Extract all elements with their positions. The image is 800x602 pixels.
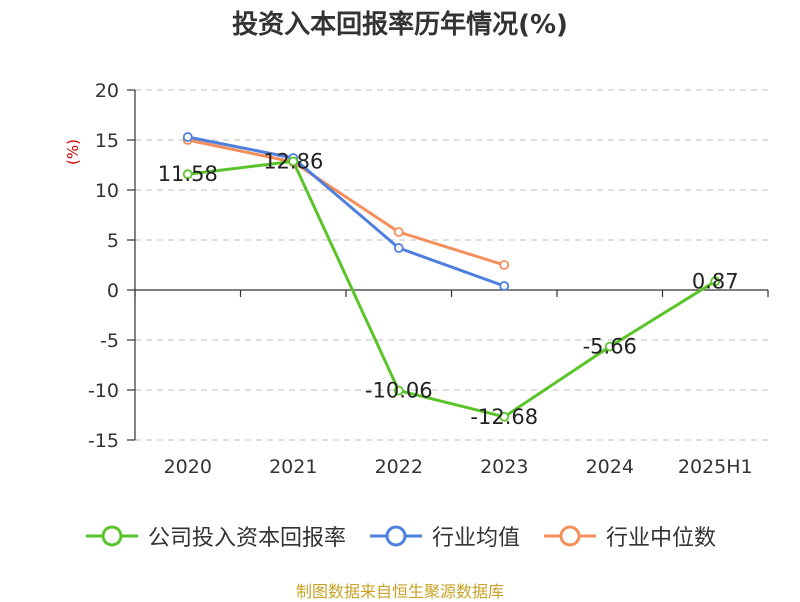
data-point <box>499 411 510 422</box>
x-tick-label: 2025H1 <box>678 456 753 478</box>
data-point <box>710 276 721 287</box>
data-label: -12.68 <box>470 405 538 429</box>
legend-marker-industry-mean <box>385 525 407 547</box>
data-point <box>604 341 615 352</box>
data-point <box>182 132 193 142</box>
source-note: 制图数据来自恒生聚源数据库 <box>295 582 504 601</box>
series-line <box>187 135 505 288</box>
y-tick-label: -15 <box>88 430 119 452</box>
data-label: 12.86 <box>263 149 323 173</box>
y-axis-label: (%) <box>64 139 82 165</box>
legend-swatch-industry-median <box>544 525 596 547</box>
series-line <box>187 138 505 267</box>
y-tick-label: 20 <box>95 80 119 102</box>
x-tick-label: 2024 <box>586 456 634 478</box>
legend-marker-industry-median <box>559 525 581 547</box>
legend-item-company-roic[interactable]: 公司投入资本回报率 <box>84 520 346 552</box>
data-label: -10.06 <box>365 379 433 403</box>
y-tick-label: 15 <box>95 130 119 152</box>
x-tick-label: 2022 <box>375 456 423 478</box>
legend-marker-company-roic <box>101 525 123 547</box>
y-tick-label: 10 <box>95 180 119 202</box>
data-label: -5.66 <box>583 335 637 359</box>
legend-label-company-roic: 公司投入资本回报率 <box>147 526 346 551</box>
data-label: 11.58 <box>158 162 218 186</box>
data-point <box>288 156 299 167</box>
legend-label-industry-mean: 行业均值 <box>431 526 520 551</box>
data-point <box>393 243 404 253</box>
legend: 公司投入资本回报率 行业均值 行业中位数 <box>0 520 800 552</box>
y-tick-label: -10 <box>88 380 119 402</box>
y-tick-label: -5 <box>100 330 119 352</box>
x-tick-label: 2021 <box>269 456 317 478</box>
data-point <box>182 169 193 180</box>
data-point <box>499 260 510 270</box>
data-label: 0.87 <box>692 269 739 293</box>
chart-title: 投资入本回报率历年情况(%) <box>232 10 568 40</box>
x-tick-label: 2020 <box>164 456 212 478</box>
legend-item-industry-median[interactable]: 行业中位数 <box>542 520 716 552</box>
data-point <box>393 385 404 396</box>
y-tick-label: 5 <box>107 230 119 252</box>
data-point <box>499 281 510 291</box>
series-line <box>187 159 717 419</box>
legend-label-industry-median: 行业中位数 <box>606 526 717 551</box>
legend-swatch-industry-mean <box>369 525 422 547</box>
legend-item-industry-mean[interactable]: 行业均值 <box>368 520 520 552</box>
x-tick-label: 2023 <box>480 456 528 478</box>
y-tick-label: 0 <box>107 280 119 302</box>
legend-swatch-company-roic <box>85 525 138 547</box>
data-point <box>393 227 404 237</box>
